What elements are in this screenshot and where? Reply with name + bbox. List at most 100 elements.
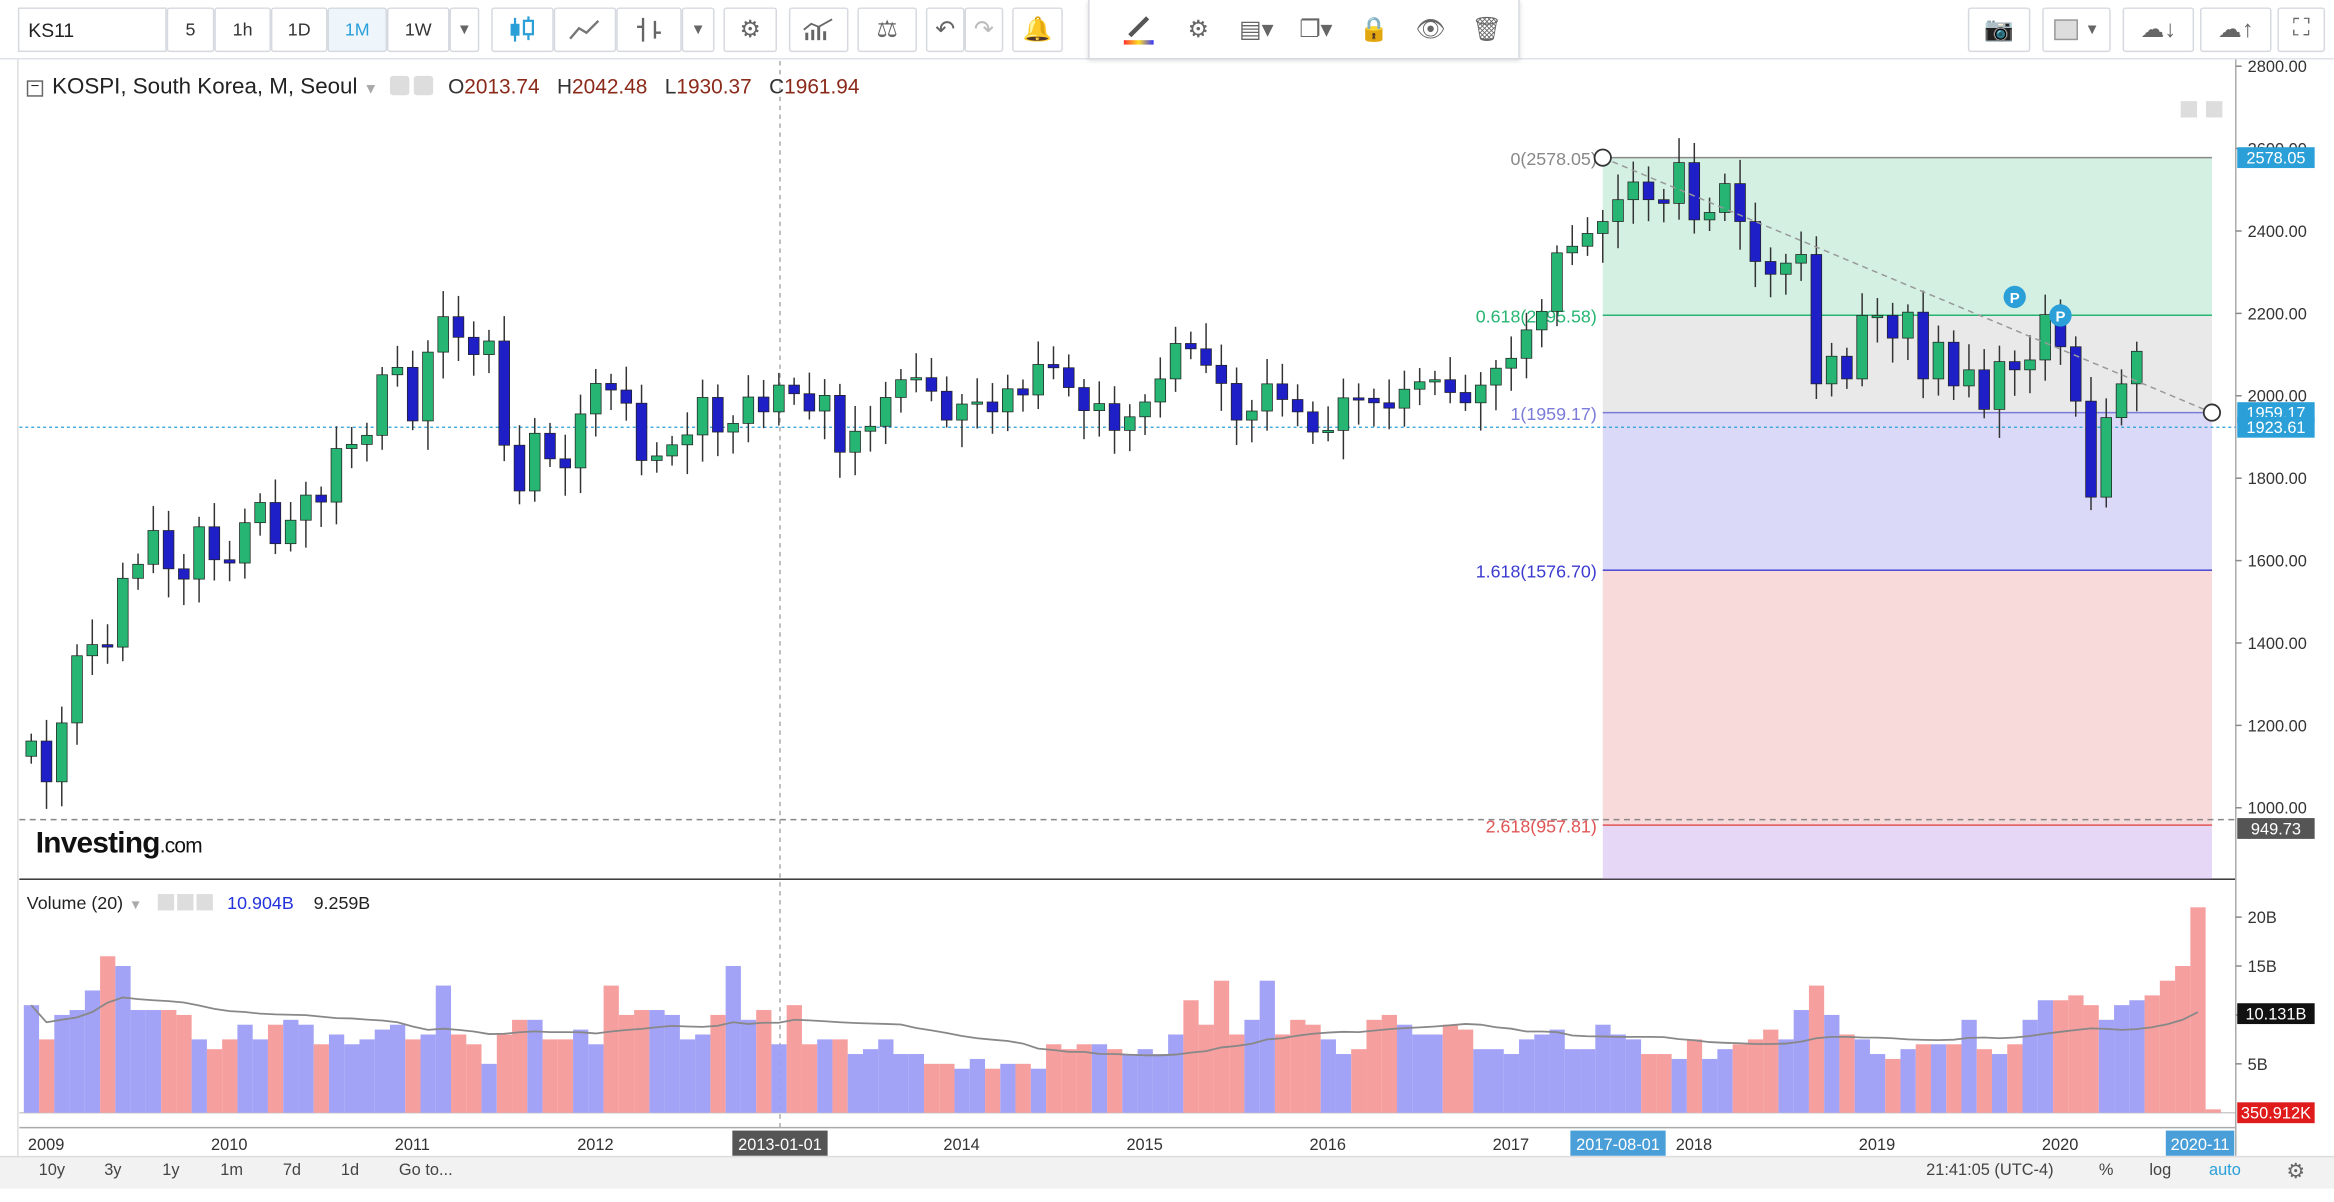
- compare-scale-icon[interactable]: ⚖: [857, 7, 917, 53]
- volume-dropdown-icon[interactable]: ▼: [129, 897, 143, 912]
- cloud-upload-icon[interactable]: ☁↑: [2200, 7, 2272, 53]
- candle-body: [1108, 403, 1121, 431]
- chart-settings-gear-icon[interactable]: ⚙: [2286, 1158, 2306, 1183]
- legend-dropdown-icon[interactable]: ▼: [363, 81, 379, 99]
- candle: [1352, 383, 1365, 425]
- percent-scale-button[interactable]: %: [2098, 1161, 2114, 1180]
- volume-bar: [1396, 1024, 1413, 1113]
- candle-body: [1536, 310, 1548, 331]
- volume-close-icon[interactable]: [195, 894, 213, 911]
- year-tick-label: 2011: [395, 1136, 430, 1154]
- interval-1m-button[interactable]: 1M: [327, 7, 388, 53]
- interval-1w-button[interactable]: 1W: [387, 7, 450, 53]
- volume-bar: [649, 1010, 665, 1113]
- price-axis[interactable]: 1000.00 1200.00 1400.00 1600.00 1800.00 2000.…: [2235, 58, 2315, 1124]
- volume-gear-icon[interactable]: [176, 894, 193, 911]
- candle: [178, 553, 190, 606]
- candles-icon[interactable]: [491, 7, 554, 53]
- price-tick-label: 1600.00: [2248, 553, 2307, 571]
- legend-title[interactable]: KOSPI, South Korea, M, Seoul: [52, 74, 358, 100]
- delete-trash-icon[interactable]: 🗑: [1461, 7, 1513, 53]
- volume-bar: [1305, 1024, 1321, 1113]
- legend-close-icon[interactable]: [413, 75, 434, 96]
- candle: [1185, 331, 1197, 360]
- interval-5-button[interactable]: 5: [166, 7, 215, 53]
- volume-bar: [1824, 1014, 1840, 1113]
- theme-dropdown-icon[interactable]: ▼: [2042, 7, 2111, 53]
- volume-ma-badge-label: 10.131B: [2245, 1006, 2306, 1024]
- log-scale-button[interactable]: log: [2149, 1161, 2172, 1180]
- range-3y-button[interactable]: 3y: [104, 1161, 122, 1180]
- fibonacci-extension[interactable]: 0(2578.05)0.618(2195.58)1(1959.17)1.618(…: [1476, 149, 2212, 880]
- line-chart-icon[interactable]: [553, 7, 617, 53]
- screenshot-camera-icon[interactable]: 📷: [1967, 7, 2031, 53]
- visibility-eye-icon[interactable]: 👁: [1405, 7, 1456, 53]
- candle: [1383, 379, 1395, 430]
- range-1m-button[interactable]: 1m: [220, 1161, 244, 1180]
- price-tick-label: 1800.00: [2248, 470, 2307, 488]
- volume-settings-icon[interactable]: [157, 894, 174, 911]
- candle: [71, 644, 83, 745]
- volume-bar: [847, 1054, 863, 1113]
- candle: [574, 394, 587, 494]
- range-1y-button[interactable]: 1y: [162, 1161, 180, 1180]
- candle: [101, 624, 114, 664]
- interval-1d-button[interactable]: 1D: [270, 7, 328, 53]
- range-10y-button[interactable]: 10y: [38, 1161, 66, 1180]
- symbol-input[interactable]: KS11: [17, 7, 167, 53]
- candle: [1551, 245, 1563, 327]
- drawing-settings-icon[interactable]: ⚙: [1172, 7, 1224, 53]
- chart-legend: − KOSPI, South Korea, M, Seoul ▼ O2013.74 H…: [26, 74, 860, 100]
- settings-gear-icon[interactable]: ⚙: [723, 7, 778, 53]
- lock-icon[interactable]: 🔒: [1348, 7, 1400, 53]
- candle-body: [651, 455, 663, 461]
- volume-bar: [1610, 1034, 1626, 1113]
- interval-dropdown-icon[interactable]: ▼: [449, 7, 480, 53]
- candle-body: [1764, 261, 1777, 275]
- candle: [742, 375, 755, 443]
- indicators-icon[interactable]: [616, 7, 682, 53]
- volume-bar: [1076, 1044, 1092, 1113]
- redo-icon[interactable]: ↷: [964, 7, 1004, 53]
- chart-type-dropdown-icon[interactable]: ▼: [681, 7, 715, 53]
- candle-body: [1551, 252, 1563, 312]
- brush-icon[interactable]: [1110, 7, 1167, 53]
- volume-title[interactable]: Volume (20): [26, 892, 124, 914]
- collapse-icon[interactable]: −: [26, 80, 44, 97]
- undo-icon[interactable]: ↶: [925, 7, 965, 53]
- candle-body: [1154, 378, 1167, 403]
- candle: [635, 384, 648, 476]
- clone-icon[interactable]: ❐▾: [1289, 7, 1343, 53]
- studies-icon[interactable]: [788, 7, 849, 53]
- candle-body: [1703, 212, 1716, 221]
- candle-body: [1383, 402, 1395, 409]
- candle: [1886, 302, 1899, 363]
- fullscreen-icon[interactable]: ⛶: [2277, 7, 2326, 53]
- fib-zone-0: [1602, 157, 2212, 316]
- candle-body: [1581, 233, 1594, 247]
- candle: [1215, 344, 1228, 411]
- volume-bar: [1198, 1024, 1214, 1113]
- range-7d-button[interactable]: 7d: [282, 1161, 302, 1180]
- candle-body: [681, 434, 694, 446]
- volume-bar: [527, 1019, 543, 1113]
- legend-settings-icon[interactable]: [390, 75, 410, 96]
- volume-bar: [923, 1063, 940, 1113]
- date-badge-label: 2013-01-01: [738, 1136, 822, 1154]
- candle: [529, 418, 541, 502]
- year-tick-label: 2019: [1859, 1136, 1895, 1154]
- cloud-download-icon[interactable]: ☁↓: [2122, 7, 2195, 53]
- auto-scale-button[interactable]: auto: [2208, 1161, 2241, 1180]
- interval-1h-button[interactable]: 1h: [214, 7, 271, 53]
- volume-bar: [1366, 1019, 1382, 1113]
- time-axis[interactable]: 2009201020112012201320142015201620172018…: [28, 1130, 2235, 1156]
- range-1d-button[interactable]: 1d: [340, 1161, 360, 1180]
- candle-body: [986, 401, 999, 413]
- candle-body: [208, 526, 221, 561]
- goto-date-button[interactable]: Go to...: [398, 1161, 453, 1180]
- candle-body: [452, 316, 465, 338]
- candle-body: [1749, 221, 1762, 262]
- alert-bell-icon[interactable]: 🔔: [1012, 7, 1063, 53]
- layers-icon[interactable]: ▤▾: [1229, 7, 1284, 53]
